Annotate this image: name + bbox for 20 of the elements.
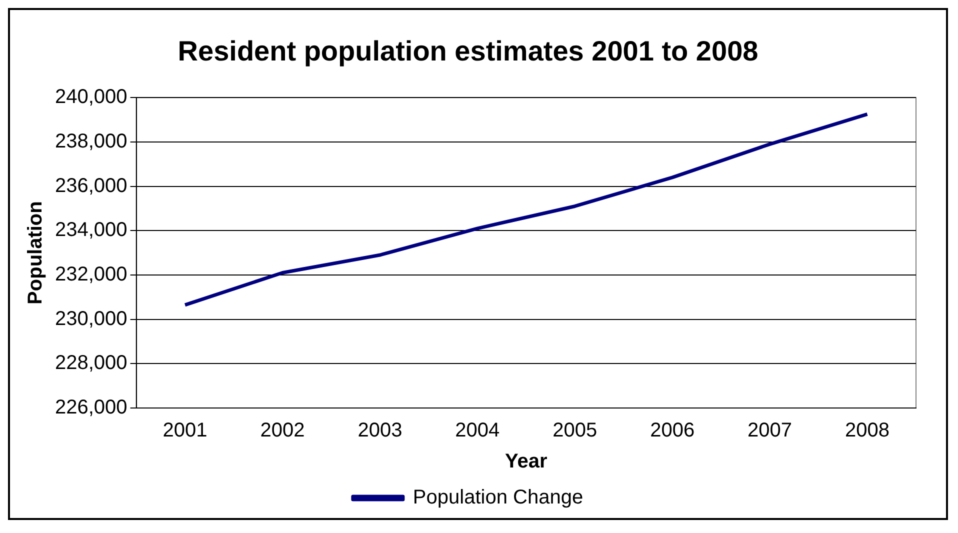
chart-title: Resident population estimates 2001 to 2008 <box>178 36 758 67</box>
y-tick-label: 232,000 <box>55 263 128 286</box>
x-tick-label: 2001 <box>162 420 208 442</box>
y-tick-label: 238,000 <box>55 130 128 152</box>
legend-label: Population Change <box>412 486 584 509</box>
x-tick-label: 2008 <box>845 420 890 442</box>
y-tick-label: 234,000 <box>55 219 128 242</box>
y-axis-title: Population <box>24 201 47 304</box>
x-tick-label: 2002 <box>260 420 305 442</box>
y-tick-label: 230,000 <box>55 308 128 330</box>
x-tick-label: 2004 <box>455 420 500 442</box>
y-tick-label: 226,000 <box>55 396 128 419</box>
y-tick-label: 228,000 <box>55 352 128 374</box>
x-tick-label: 2007 <box>748 420 792 442</box>
x-axis-title: Year <box>505 450 548 473</box>
x-tick-label: 2006 <box>650 420 695 442</box>
y-tick-label: 240,000 <box>55 86 128 108</box>
y-tick-label: 236,000 <box>55 174 128 197</box>
x-tick-label: 2003 <box>358 420 402 442</box>
x-tick-label: 2005 <box>552 420 598 442</box>
